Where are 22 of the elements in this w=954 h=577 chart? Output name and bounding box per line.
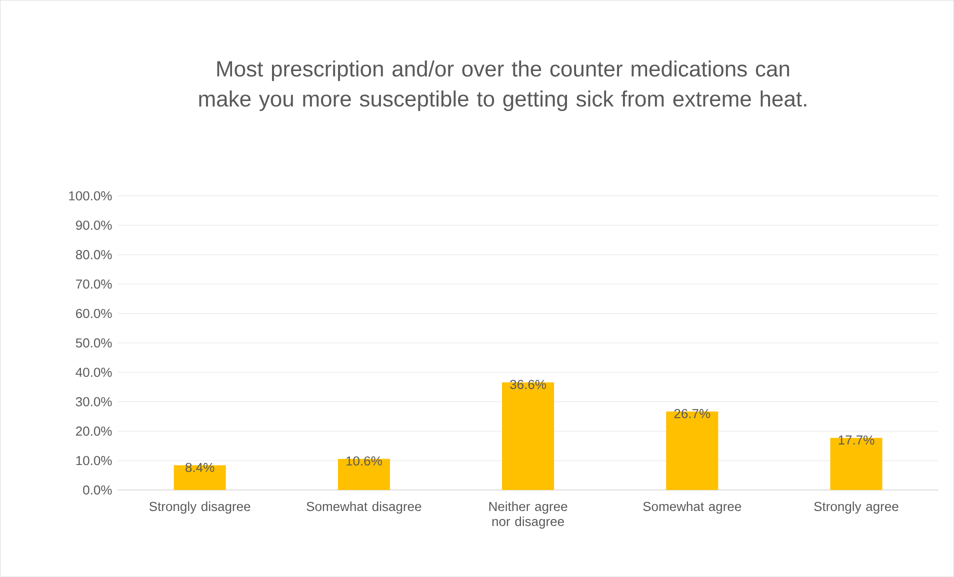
y-tick-label: 60.0% [76,309,112,318]
x-tick-label: Somewhat disagree [306,502,422,514]
data-label: 36.6% [510,380,546,390]
y-tick-label: 90.0% [76,220,112,230]
data-label: 26.7% [674,409,710,418]
y-tick-label: 10.0% [76,456,112,466]
y-tick-label: 50.0% [76,338,112,348]
data-label: 10.6% [346,456,382,466]
y-tick-label: 100.0% [69,191,112,201]
data-label: 17.7% [838,436,874,445]
x-tick-label: Somewhat agree [643,502,742,514]
x-tick-label: Strongly disagree [149,502,250,514]
y-tick-label: 80.0% [76,250,112,260]
x-tick-label: Neither agree nor disagree [489,502,568,529]
y-tick-label: 30.0% [76,397,112,406]
y-tick-label: 70.0% [76,280,112,289]
data-label: 8.4% [186,462,214,472]
chart-title: Most prescription and/or over the counter medications can make you more susceptible to getting sick from extreme heat. [199,60,806,112]
x-tick-label: Strongly agree [814,502,898,514]
y-tick-label: 20.0% [76,426,112,436]
y-tick-label: 40.0% [76,368,112,378]
y-tick-label: 0.0% [83,486,112,495]
